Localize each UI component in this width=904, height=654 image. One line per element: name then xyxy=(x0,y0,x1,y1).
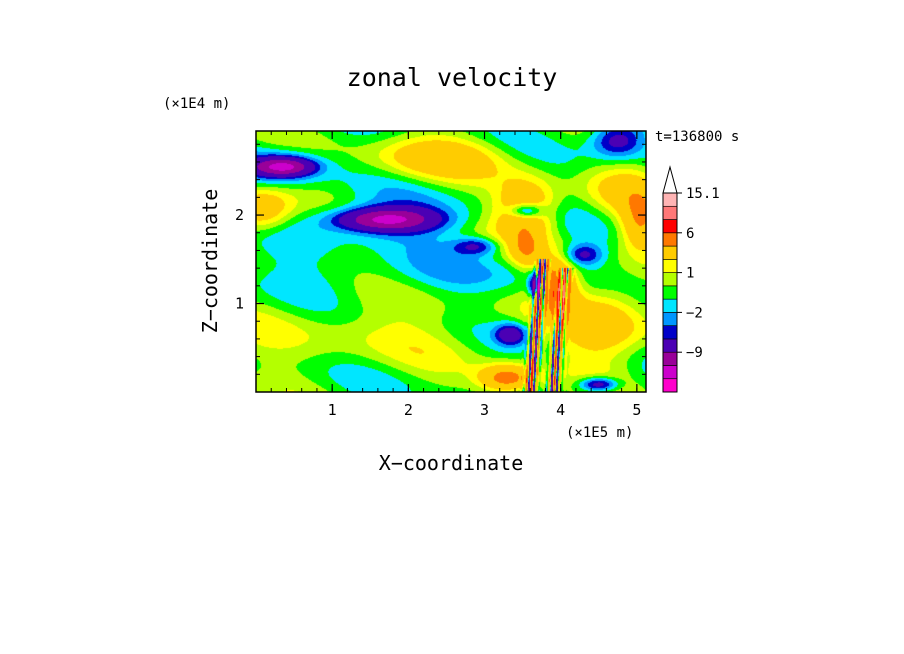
x-scale-label: (×1E5 m) xyxy=(566,425,633,441)
y-scale-label: (×1E4 m) xyxy=(163,96,230,112)
x-tick-label: 1 xyxy=(328,401,337,419)
x-tick-label: 2 xyxy=(404,401,413,419)
colorbar-swatch xyxy=(662,259,678,273)
colorbar-swatch xyxy=(662,325,678,340)
colorbar-swatch xyxy=(662,338,678,353)
y-tick-label: 2 xyxy=(235,206,244,224)
plot-frame xyxy=(255,130,647,393)
colorbar-swatch xyxy=(662,378,678,393)
colorbar-swatch xyxy=(662,232,678,247)
time-label: t=136800 s xyxy=(655,129,739,145)
chart-title: zonal velocity xyxy=(347,63,558,92)
colorbar-swatch xyxy=(662,285,678,300)
x-tick-label: 4 xyxy=(556,401,565,419)
y-axis: 12 xyxy=(235,143,646,375)
colorbar-frame xyxy=(662,192,678,393)
colorbar-swatch xyxy=(662,272,678,287)
colorbar-swatch xyxy=(662,219,678,234)
heatmap-field xyxy=(256,131,646,392)
x-tick-label: 5 xyxy=(632,401,641,419)
colorbar-swatch xyxy=(662,312,678,326)
colorbar-swatch xyxy=(662,298,678,313)
colorbar-swatch xyxy=(662,351,678,366)
colorbar: 15.1 6 1 −2 −9 xyxy=(662,165,720,393)
colorbar-extension xyxy=(662,165,678,194)
colorbar-swatch xyxy=(662,192,678,207)
colorbar-swatch xyxy=(662,365,678,380)
plot-area xyxy=(255,130,647,393)
colorbar-swatch xyxy=(662,245,678,260)
colorbar-tick-label: 15.1 xyxy=(686,186,720,202)
x-tick-label: 3 xyxy=(480,401,489,419)
colorbar-tick-label: −2 xyxy=(686,305,703,321)
colorbar-tick-label: 1 xyxy=(686,266,694,282)
colorbar-tick-label: 6 xyxy=(686,226,694,242)
x-axis: 1 2 3 4 5 xyxy=(270,131,641,419)
colorbar-swatch xyxy=(662,205,678,220)
x-axis-label: X−coordinate xyxy=(379,451,524,475)
y-tick-label: 1 xyxy=(235,295,244,313)
y-axis-label: Z−coordinate xyxy=(198,189,222,334)
colorbar-tick-label: −9 xyxy=(686,345,703,361)
